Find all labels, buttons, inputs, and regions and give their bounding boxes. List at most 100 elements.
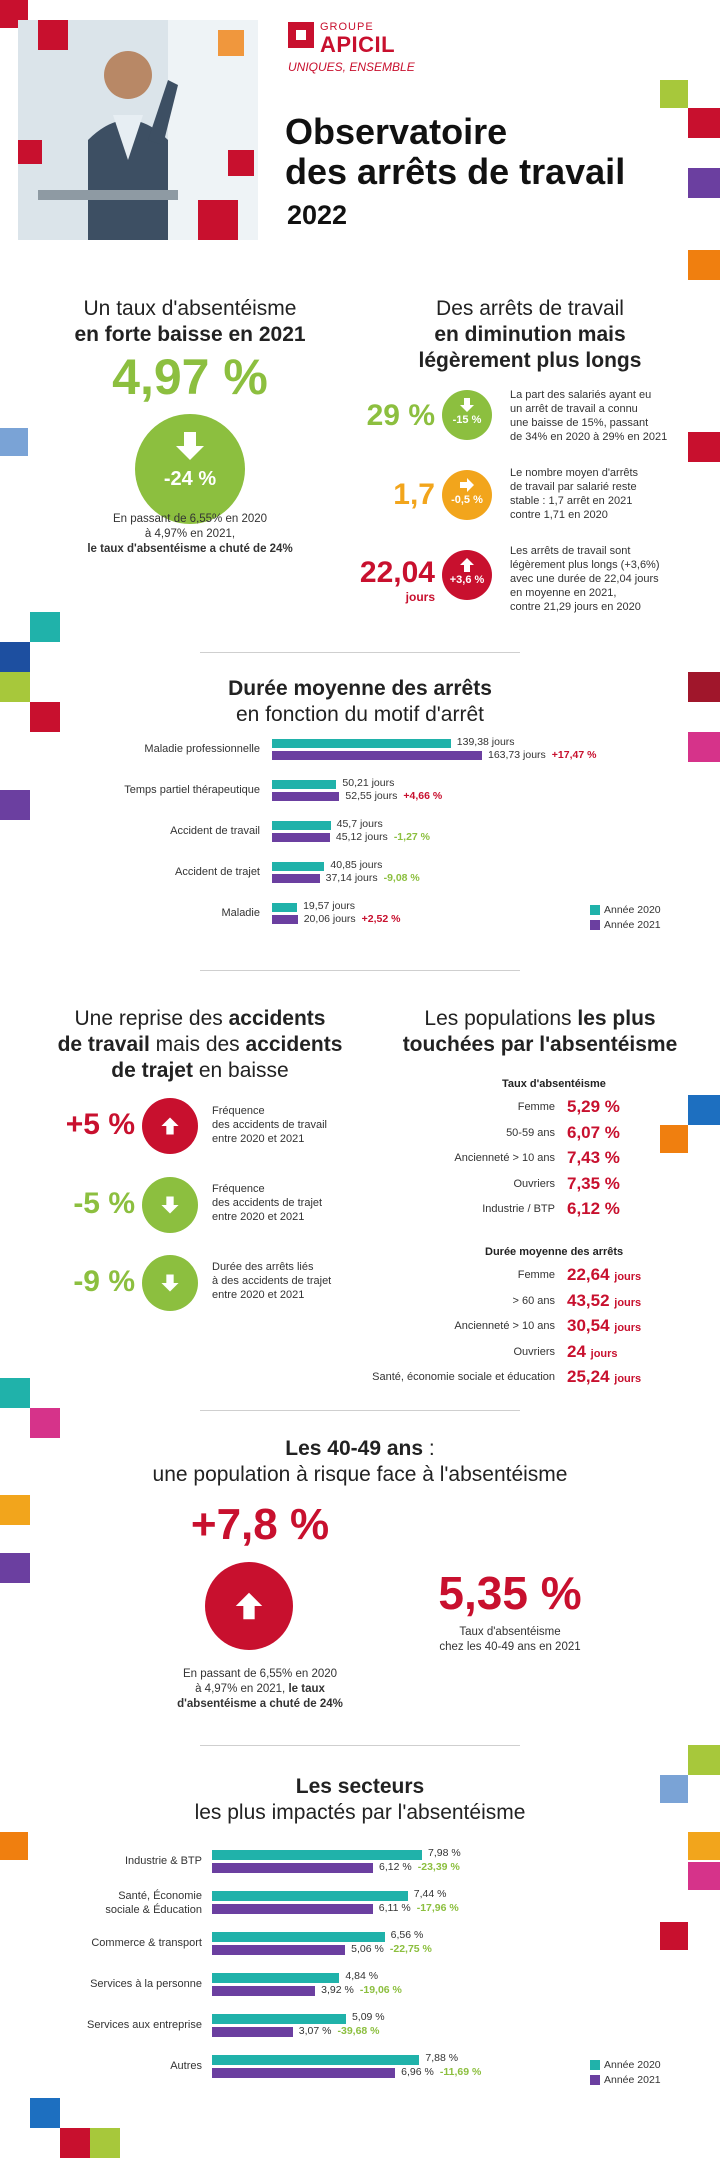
delta-label: -17,96 % [416, 1902, 459, 1914]
heading-part: les plus [577, 1007, 656, 1030]
delta-label: -22,75 % [389, 1943, 432, 1955]
heading-part: Les 40-49 ans [285, 1437, 424, 1460]
delta-label: -19,06 % [359, 1984, 402, 1996]
value-label-2021: 3,07 % -39,68 % [298, 2025, 380, 2037]
decor-square [0, 1495, 30, 1525]
category-label-line: Commerce & transport [91, 1937, 202, 1949]
heading-part: de trajet [111, 1059, 193, 1082]
bar-2021 [212, 1863, 374, 1873]
text-line: avec une durée de 22,04 jours [510, 573, 659, 585]
text-line: une baisse de 15%, passant [510, 417, 649, 429]
decor-square [688, 168, 720, 198]
taux-value: 5,29 % [567, 1097, 620, 1116]
legend-label: Année 2021 [604, 2074, 661, 2086]
bar-2020 [212, 1850, 422, 1860]
text-line: des accidents de trajet [212, 1197, 323, 1209]
divider [200, 1745, 520, 1746]
arrets-item-text: La part des salariés ayant eu un arrêt d… [510, 388, 690, 444]
bar-2021 [212, 1945, 346, 1955]
decor-square [0, 1553, 30, 1583]
delta-label: +4,66 % [403, 790, 443, 802]
arrets-heading-bold2: légèrement plus longs [418, 349, 642, 372]
absenteeism-change-badge: -24 % [135, 414, 245, 524]
legend-swatch [590, 905, 600, 916]
category-label: Services aux entreprise [10, 2018, 202, 2032]
arrets-item-value: 1,7 [393, 478, 435, 511]
text-line: Taux d'absentéisme [459, 1626, 561, 1638]
arrets-item-change: +3,6 % [449, 574, 485, 586]
taux-label: 50-59 ans [506, 1126, 555, 1139]
duree-label: > 60 ans [512, 1294, 555, 1307]
value-label-2020: 7,98 % [428, 1847, 461, 1859]
page-title: Observatoire des arrêts de travail [285, 112, 625, 192]
legend-item: Année 2021 [590, 2073, 661, 2088]
decor-square [0, 1832, 28, 1860]
legend: Année 2020 Année 2021 [590, 2058, 661, 2088]
absenteeism-change: -24 % [163, 468, 217, 490]
secteurs-chart: Industrie & BTP 7,98 % 6,12 % -23,39 % Santé… [0, 1846, 720, 2096]
arrets-item-value: 29 % [366, 399, 435, 432]
bar-2021 [272, 874, 320, 883]
heading-part: une population à risque face à l'absenté… [152, 1463, 568, 1486]
accidents-item-badge [142, 1255, 198, 1311]
category-label: Maladie [221, 907, 260, 919]
heading-part: : [423, 1437, 435, 1460]
age-rate: 5,35 % [438, 1567, 582, 1619]
duree-heading-bold: Durée moyenne des arrêts [228, 677, 492, 700]
duree-label: Ouvriers [513, 1345, 555, 1358]
bar-2021 [212, 1986, 316, 1996]
bar-2020 [212, 2055, 420, 2065]
age-change: +7,8 % [190, 1500, 330, 1549]
arrets-item-value: 22,04 [359, 556, 435, 589]
decor-square [660, 80, 688, 108]
text-line: stable : 1,7 arrêt en 2021 [510, 495, 633, 507]
value-label-2020: 50,21 jours [342, 777, 395, 789]
title-year: 2022 [287, 200, 348, 230]
decor-square [60, 2128, 90, 2158]
legend: Année 2020 Année 2021 [590, 903, 661, 933]
accidents-item-text: Durée des arrêts liés à des accidents de… [212, 1260, 362, 1302]
accidents-item-badge [142, 1177, 198, 1233]
category-label-line: sociale & Éducation [105, 1904, 202, 1916]
brand-tagline: UNIQUES, ENSEMBLE [288, 60, 415, 74]
bar-2020 [212, 2014, 346, 2024]
value-label-2021: 163,73 jours +17,47 % [488, 749, 597, 761]
arrets-item-text: Les arrêts de travail sont légèrement pl… [510, 544, 690, 614]
text-line: de 34% en 2020 à 29% en 2021 [510, 431, 668, 443]
category-label: Services à la personne [10, 1977, 202, 1991]
text-line: entre 2020 et 2021 [212, 1133, 305, 1145]
arrets-item-badge: +3,6 % [442, 550, 492, 600]
text-line: entre 2020 et 2021 [212, 1211, 305, 1223]
text-bold: le taux [285, 1683, 325, 1695]
value-label-2021: 6,12 % -23,39 % [379, 1861, 460, 1873]
duree-unit: jours [614, 1271, 642, 1283]
decor-square [688, 1745, 720, 1775]
decor-square [30, 612, 60, 642]
decor-square [0, 1378, 30, 1408]
text-line: Fréquence [212, 1183, 265, 1195]
bar-2020 [212, 1932, 385, 1942]
legend-item: Année 2021 [590, 918, 661, 933]
divider [200, 652, 520, 653]
text-line: chez les 40-49 ans en 2021 [439, 1641, 581, 1653]
duree-value: 30,54 jours [567, 1316, 642, 1335]
text-line: un arrêt de travail a connu [510, 403, 638, 415]
bar-2020 [272, 862, 325, 871]
age-rate-note: Taux d'absentéisme chez les 40-49 ans en… [400, 1625, 620, 1655]
age-change-badge [205, 1562, 293, 1650]
category-label: Commerce & transport [10, 1936, 202, 1950]
value-label-2021: 52,55 jours +4,66 % [345, 790, 443, 802]
decor-square [688, 1862, 720, 1890]
header-photo [18, 20, 258, 240]
decor-square [688, 672, 720, 702]
absenteeism-note-line: En passant de 6,55% en 2020 [112, 513, 268, 525]
delta-label: -1,27 % [393, 831, 430, 843]
value-label-2021: 5,06 % -22,75 % [351, 1943, 432, 1955]
arrow-down-icon [460, 398, 474, 412]
text-line: En passant de 6,55% en 2020 [182, 1668, 338, 1680]
arrow-up-icon [235, 1592, 263, 1620]
category-label: Accident de trajet [175, 866, 260, 878]
duree-label: Femme [517, 1269, 555, 1281]
accidents-item-badge [142, 1098, 198, 1154]
category-label-line: Services aux entreprise [87, 2019, 202, 2031]
